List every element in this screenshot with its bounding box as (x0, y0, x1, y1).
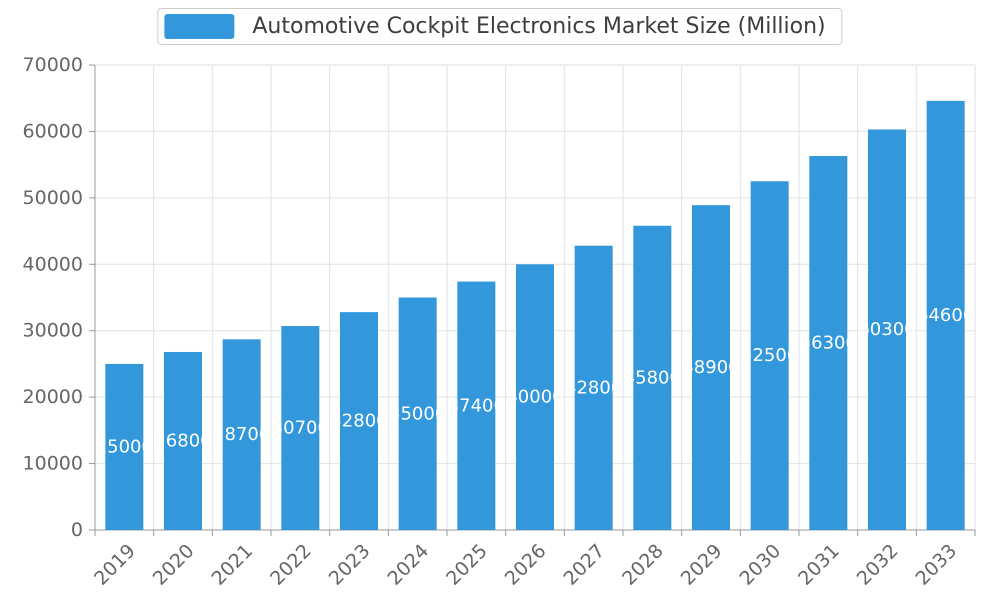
bar-value-label: 25000 (96, 436, 153, 457)
y-tick-label: 0 (71, 519, 83, 541)
bar-value-label: 40000 (506, 387, 563, 408)
bar-value-label: 28700 (213, 424, 270, 445)
y-tick-label: 20000 (23, 386, 83, 408)
x-tick-label: 2031 (794, 540, 844, 590)
bar-value-label: 37400 (448, 395, 505, 416)
bar-value-label: 48900 (682, 357, 739, 378)
x-tick-label: 2027 (559, 540, 609, 590)
bar (340, 312, 378, 530)
bar (281, 326, 320, 530)
x-tick-label: 2030 (735, 540, 785, 590)
legend[interactable]: Automotive Cockpit Electronics Market Si… (157, 8, 843, 45)
x-tick-label: 2024 (383, 540, 433, 590)
y-tick-label: 50000 (23, 187, 83, 209)
bar-value-label: 60300 (858, 319, 915, 340)
bar (164, 351, 202, 530)
bar (516, 264, 554, 530)
bar-value-label: 30700 (272, 418, 329, 439)
bar-value-label: 56300 (800, 333, 857, 354)
bar-value-label: 35000 (389, 403, 446, 424)
bar (750, 181, 789, 530)
x-tick-label: 2026 (501, 540, 551, 590)
bar (105, 363, 144, 530)
y-tick-label: 60000 (23, 120, 83, 142)
legend-swatch (164, 14, 235, 39)
x-tick-label: 2020 (149, 540, 199, 590)
y-tick-label: 70000 (23, 54, 83, 76)
bar (457, 281, 496, 530)
x-tick-label: 2032 (853, 540, 903, 590)
x-tick-label: 2025 (442, 540, 492, 590)
x-tick-label: 2019 (90, 540, 140, 590)
x-tick-label: 2033 (911, 540, 961, 590)
x-tick-label: 2023 (325, 540, 375, 590)
bar (868, 129, 906, 530)
y-tick-label: 10000 (23, 453, 83, 475)
bar (222, 339, 261, 530)
bar (633, 225, 672, 530)
bar (809, 156, 848, 530)
bar-value-label: 52500 (741, 345, 798, 366)
x-tick-label: 2021 (207, 540, 257, 590)
bar (926, 100, 965, 530)
bar (398, 297, 437, 530)
y-tick-label: 40000 (23, 253, 83, 275)
bar (574, 245, 613, 530)
y-tick-label: 30000 (23, 320, 83, 342)
bar-value-label: 42800 (565, 377, 622, 398)
bar (692, 205, 730, 530)
bar-value-label: 64600 (917, 305, 974, 326)
x-tick-label: 2028 (618, 540, 668, 590)
x-tick-label: 2029 (677, 540, 727, 590)
bar-value-label: 26800 (154, 430, 211, 451)
legend-label: Automotive Cockpit Electronics Market Si… (252, 14, 826, 39)
x-tick-label: 2022 (266, 540, 316, 590)
bar-value-label: 45800 (624, 367, 681, 388)
bar-value-label: 32800 (330, 411, 387, 432)
